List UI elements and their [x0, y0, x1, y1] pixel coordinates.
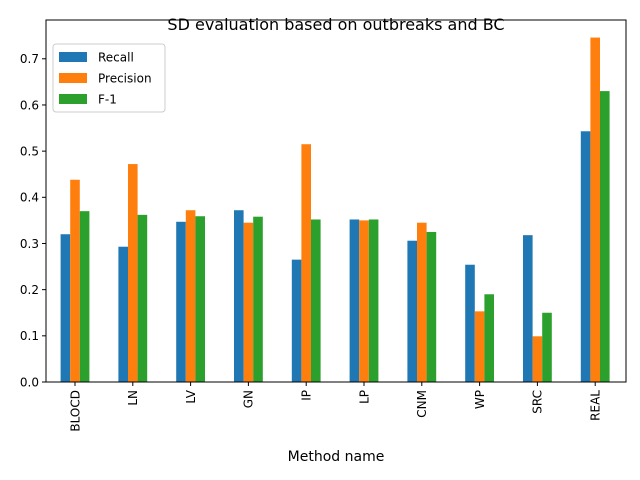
y-tick-label: 0.5 [20, 144, 39, 158]
y-tick-label: 0.6 [20, 98, 39, 112]
x-tick-label: SRC [531, 390, 545, 414]
bar-recall-gn [234, 210, 244, 382]
bar-precision-blocd [70, 179, 80, 382]
legend-label: Recall [98, 51, 134, 65]
legend-label: F-1 [98, 93, 117, 107]
bar-recall-real [580, 131, 591, 382]
legend-swatch [59, 73, 87, 83]
bar-recall-ln [118, 246, 128, 382]
bar-recall-src [523, 235, 533, 382]
bar-recall-wp [465, 264, 475, 382]
bar-precision-lv [185, 210, 196, 382]
bar-f1-blocd [79, 211, 90, 382]
bar-recall-blocd [60, 234, 71, 382]
y-tick-label: 0.1 [20, 329, 39, 343]
bar-f1-wp [484, 294, 494, 382]
bar-recall-cnm [407, 240, 417, 382]
plot-frame [45, 19, 627, 383]
bar-precision-src [532, 336, 543, 382]
x-tick-label: LN [126, 390, 140, 406]
bar-f1-gn [253, 216, 263, 382]
chart-title: SD evaluation based on outbreaks and BC [167, 15, 504, 34]
y-tick-label: 0.0 [20, 375, 39, 389]
x-tick-label: WP [473, 390, 487, 409]
x-tick-label: GN [242, 390, 256, 408]
y-tick-label: 0.3 [20, 237, 39, 251]
legend-label: Precision [98, 72, 152, 86]
bar-recall-lp [349, 219, 360, 382]
bar-recall-lv [176, 221, 186, 382]
bar-recall-ip [291, 259, 302, 382]
bar-precision-lp [359, 220, 369, 382]
bar-precision-gn [243, 222, 254, 382]
bar-precision-wp [474, 311, 485, 382]
bar-precision-cnm [417, 222, 427, 382]
x-tick-label: CNM [415, 390, 429, 418]
x-axis-label: Method name [288, 449, 385, 465]
bar-f1-lp [368, 219, 379, 382]
bar-f1-cnm [426, 231, 437, 382]
bar-f1-ip [311, 219, 321, 382]
bar-precision-ip [301, 144, 311, 382]
y-tick-label: 0.4 [20, 191, 39, 205]
y-tick-label: 0.7 [20, 52, 39, 66]
legend: Recall Precision F-1 [52, 43, 166, 113]
bar-f1-real [600, 91, 610, 383]
bar-precision-ln [128, 164, 138, 382]
y-tick-label: 0.2 [20, 283, 39, 297]
x-tick-label: LP [357, 390, 371, 404]
bar-f1-lv [195, 216, 205, 382]
x-tick-label: BLOCD [68, 390, 82, 432]
legend-swatch [59, 52, 87, 62]
legend-swatch [59, 94, 87, 104]
bar-f1-src [542, 312, 552, 382]
bar-precision-real [590, 37, 600, 383]
x-tick-label: IP [300, 390, 314, 401]
x-axis: BLOCD LN LV GN IP LP CNM WP SRC REAL [68, 382, 603, 432]
y-axis: 0.0 0.1 0.2 0.3 0.4 0.5 0.6 0.7 [20, 52, 46, 389]
bars-group [60, 37, 610, 383]
bar-f1-ln [137, 214, 148, 382]
x-tick-label: LV [184, 389, 198, 403]
x-tick-label: REAL [589, 390, 603, 421]
